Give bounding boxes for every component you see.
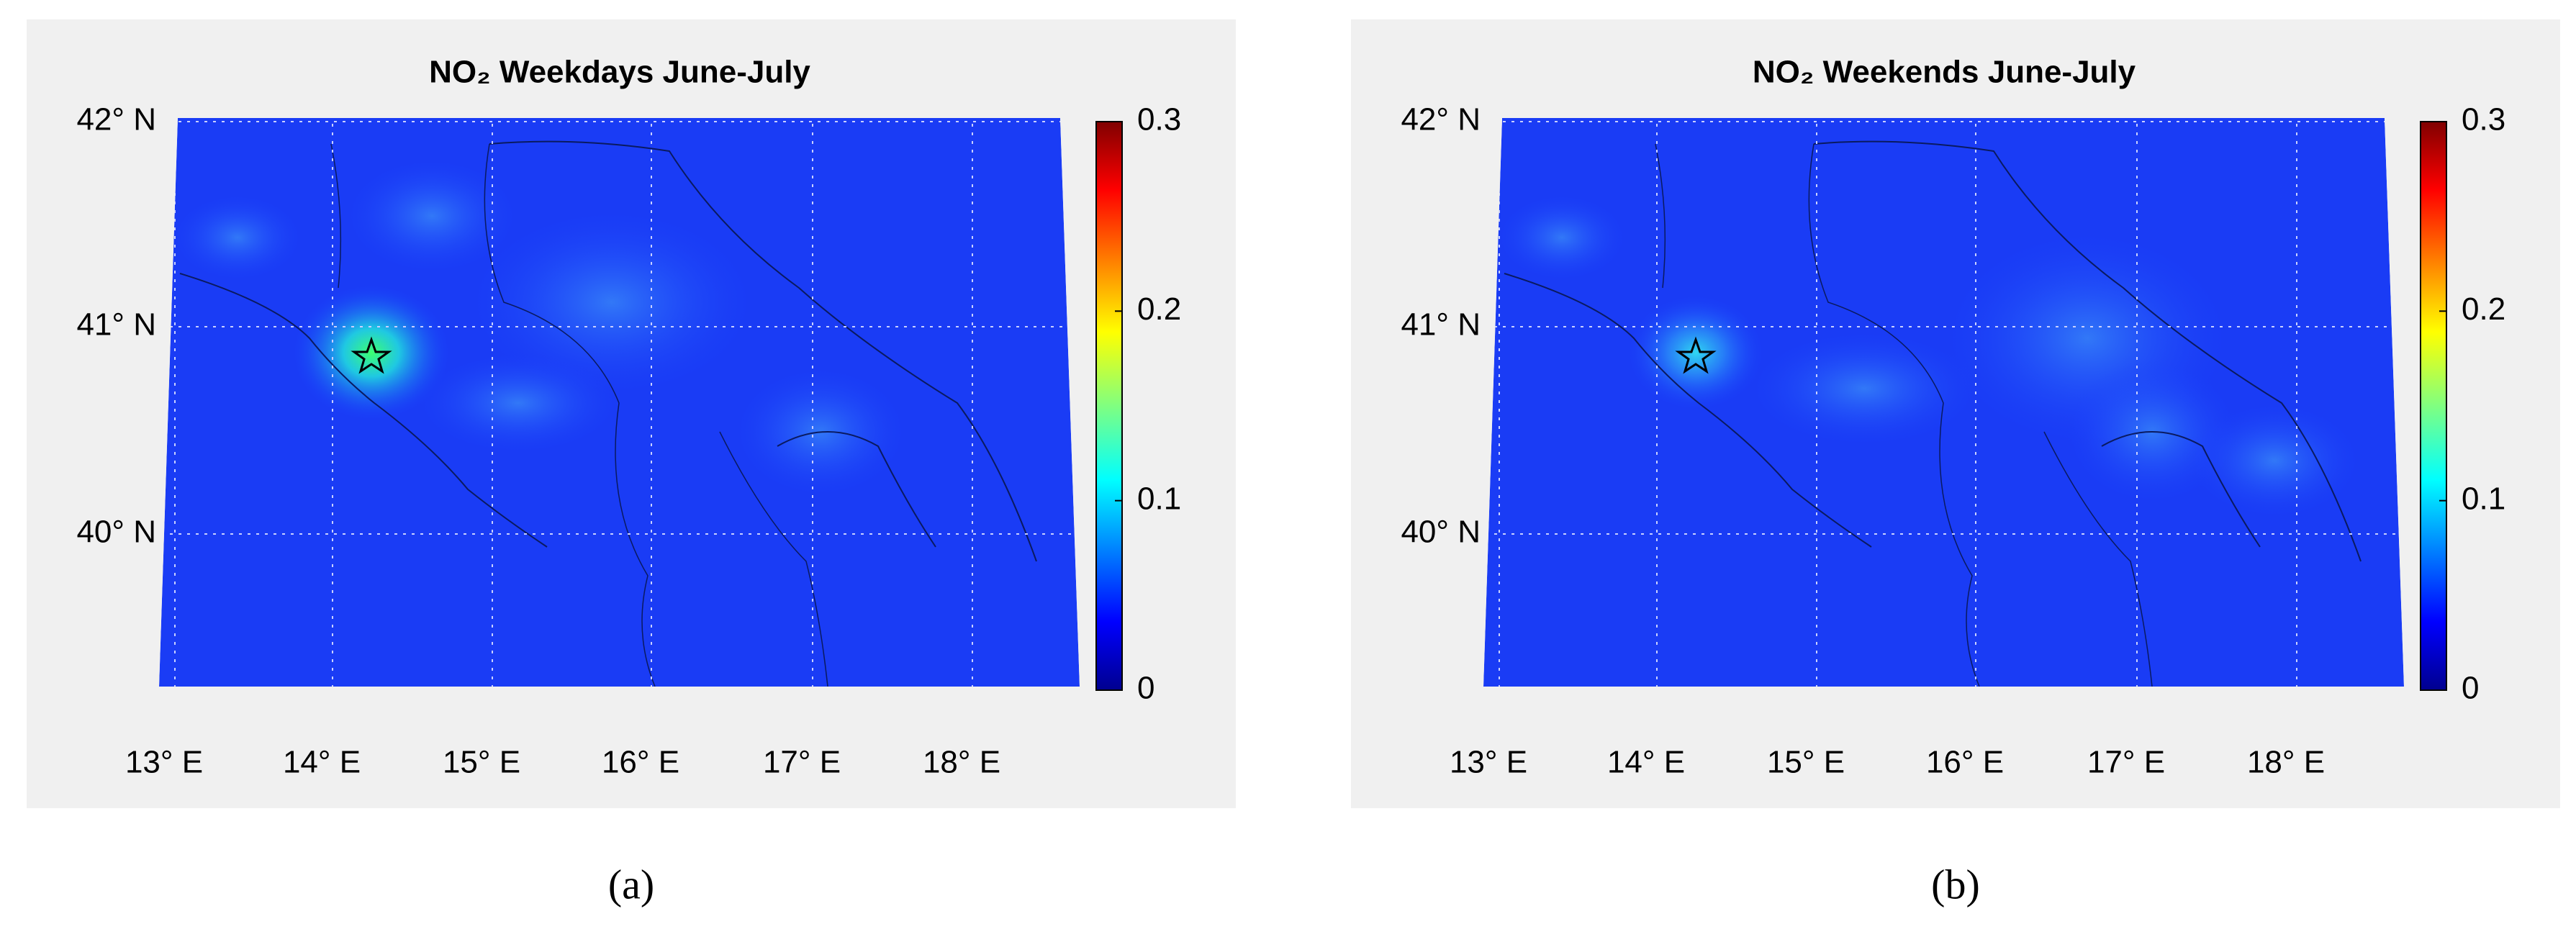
colorbar	[1095, 121, 1123, 691]
colorbar-tick-label: 0.2	[2462, 291, 2505, 327]
concentration-patch	[2188, 403, 2361, 518]
panel: NO₂ Weekdays June-July 42° N 41° N 40° N 13°…	[27, 19, 1236, 907]
star-marker	[1675, 336, 1717, 374]
colorbar-tick-label: 0	[1137, 671, 1154, 706]
longitude-label: 14° E	[283, 745, 361, 780]
colorbar-tick-label: 0	[2462, 671, 2479, 706]
concentration-patch	[173, 194, 302, 281]
longitude-label: 16° E	[1926, 745, 2004, 780]
longitude-label: 13° E	[125, 745, 203, 780]
concentration-patch	[1497, 194, 1627, 281]
longitude-label: 18° E	[923, 745, 1000, 780]
map	[1483, 118, 2404, 687]
concentration-patch	[292, 284, 451, 421]
concentration-patch	[345, 158, 518, 273]
latitude-label: 40° N	[1401, 515, 1481, 550]
panel-caption: (b)	[1931, 861, 1980, 907]
latitude-label: 42° N	[76, 102, 156, 137]
concentration-patch	[417, 353, 619, 453]
latitude-label: 41° N	[76, 307, 156, 343]
longitude-label: 15° E	[443, 745, 520, 780]
latitude-label: 42° N	[1401, 102, 1481, 137]
latitude-label: 41° N	[1401, 307, 1481, 343]
longitude-label: 17° E	[2087, 745, 2165, 780]
longitude-label: 17° E	[763, 745, 841, 780]
colorbar-tick-label: 0.1	[2462, 481, 2505, 516]
region-border	[330, 143, 828, 687]
longitude-label: 16° E	[602, 745, 679, 780]
star-marker	[351, 336, 392, 374]
concentration-patch	[468, 209, 756, 396]
longitude-label: 15° E	[1767, 745, 1845, 780]
map-field	[159, 118, 1080, 687]
panel-title: NO₂ Weekends June-July	[1753, 55, 2136, 90]
panel-caption: (a)	[608, 861, 654, 907]
region-border	[1655, 143, 2153, 687]
colorbar-tick-label: 0.3	[1137, 102, 1181, 137]
coastline	[1504, 140, 2362, 562]
concentration-patch	[1749, 331, 1979, 446]
latitude-label: 40° N	[76, 515, 156, 550]
colorbar	[2420, 121, 2447, 691]
map	[159, 118, 1080, 687]
colorbar-tick-label: 0.2	[1137, 291, 1181, 327]
coastline	[179, 140, 1037, 562]
panel: NO₂ Weekends June-July 42° N 41° N 40° N 13°…	[1351, 19, 2560, 907]
longitude-label: 13° E	[1450, 745, 1527, 780]
longitude-label: 18° E	[2247, 745, 2325, 780]
colorbar-tick-label: 0.3	[2462, 102, 2505, 137]
panel-title: NO₂ Weekdays June-July	[429, 55, 810, 90]
colorbar-tick-label: 0.1	[1137, 481, 1181, 516]
concentration-patch	[1627, 295, 1764, 410]
longitude-label: 14° E	[1607, 745, 1685, 780]
